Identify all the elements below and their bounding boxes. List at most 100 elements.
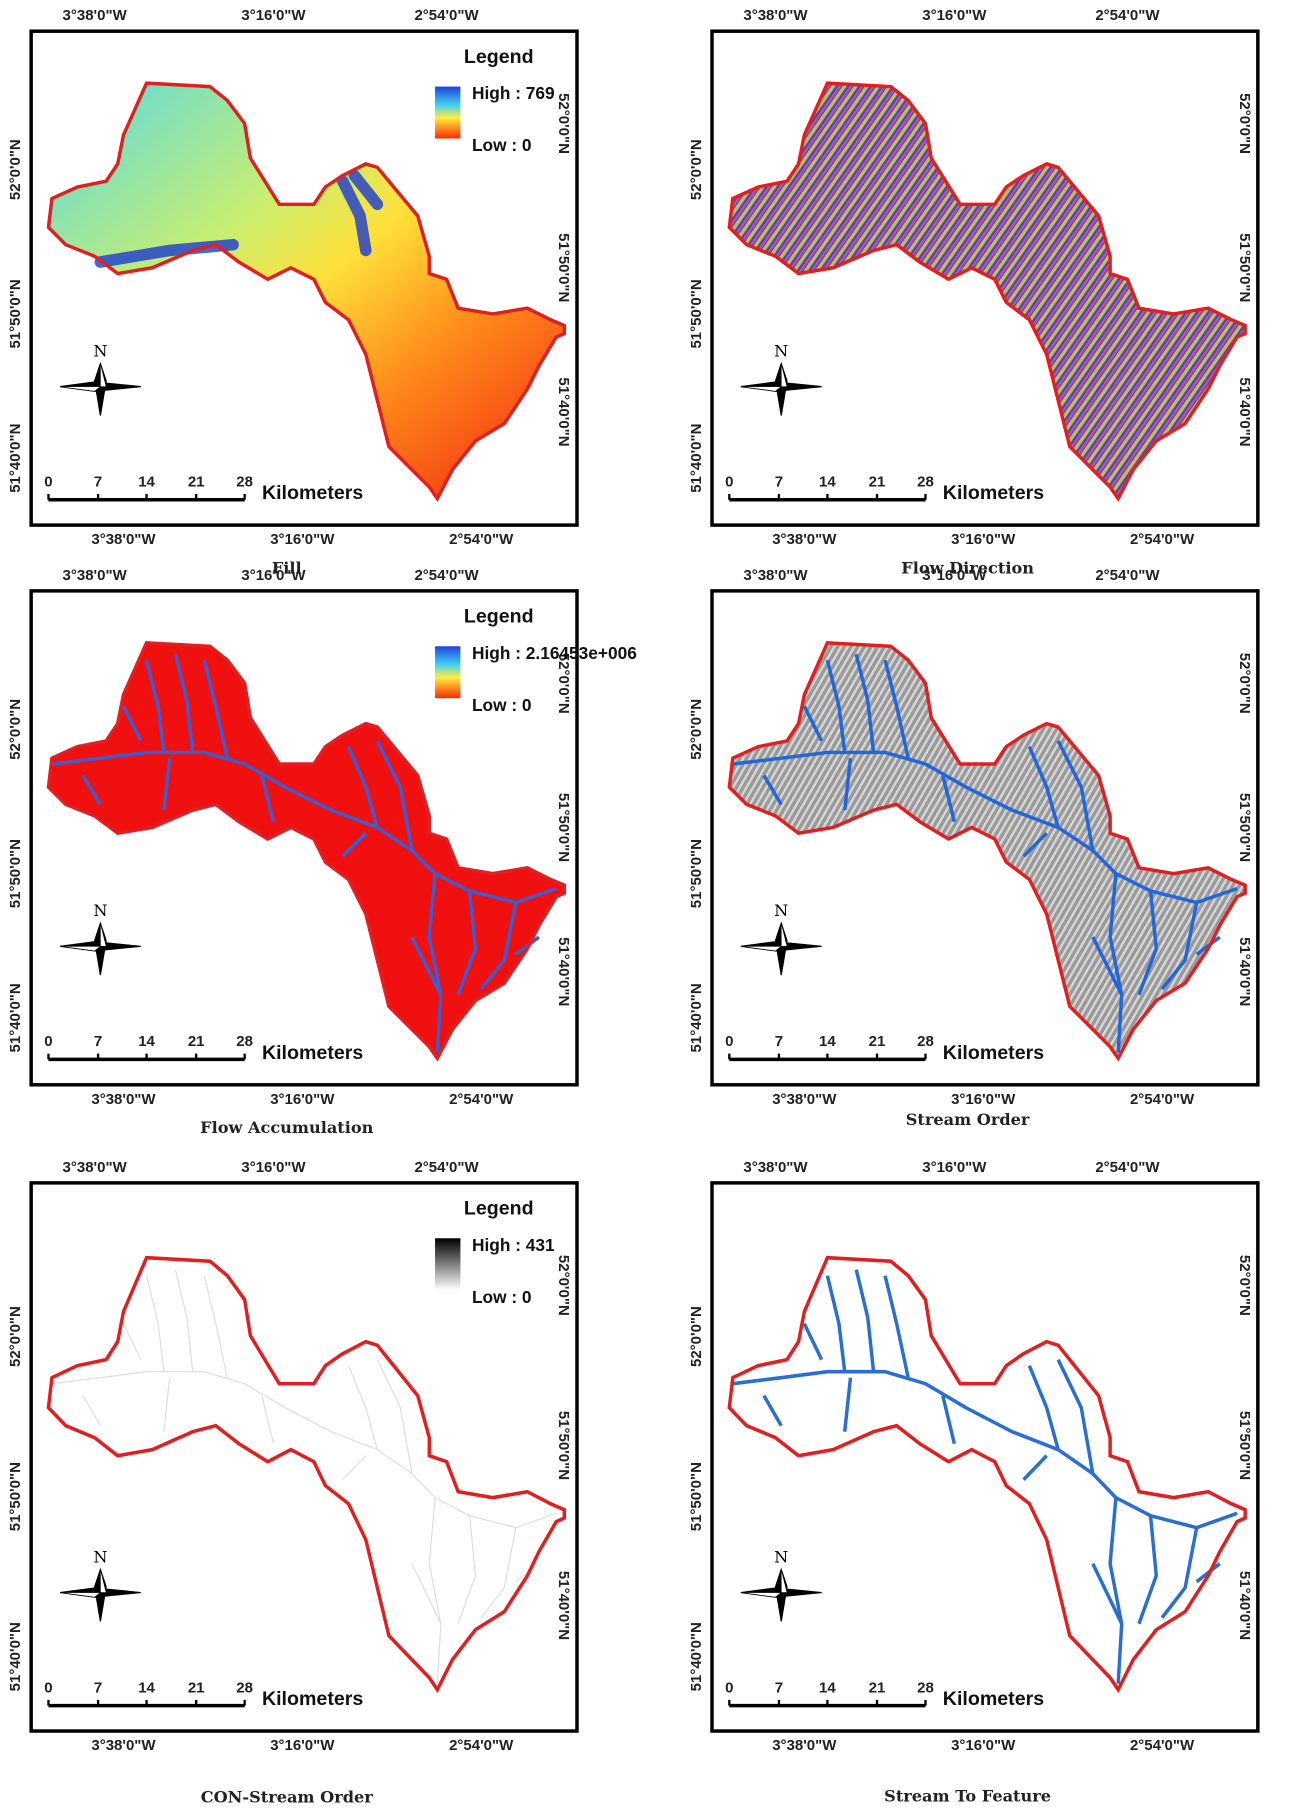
legend-high: High : 431	[472, 1235, 555, 1255]
legend-title: Legend	[464, 1198, 534, 1220]
latitude-label: 52°0'0"N	[688, 1306, 705, 1367]
legend-ramp	[435, 86, 461, 139]
stream	[480, 1527, 517, 1619]
map-panel: 3°38'0"W 3°16'0"W 2°54'0"W 3°38'0"W 3°16'0"W…	[7, 7, 579, 548]
scale-unit: Kilometers	[262, 482, 363, 504]
longitude-label: 3°16'0"W	[270, 531, 335, 548]
scale-label: 7	[775, 1679, 783, 1696]
map-panel: 3°38'0"W 3°16'0"W 2°54'0"W 3°38'0"W 3°16'0"W…	[688, 1159, 1260, 1754]
stream	[479, 902, 518, 991]
scale-label: 14	[819, 473, 836, 490]
latitude-label: 51°40'0"N	[688, 424, 705, 493]
stream	[411, 1563, 442, 1624]
high-elevation	[336, 175, 372, 257]
longitude-label: 3°16'0"W	[922, 1159, 987, 1176]
watershed	[46, 81, 567, 502]
longitude-label: 3°38'0"W	[743, 7, 808, 24]
stream	[1137, 1515, 1159, 1625]
scale-label: 0	[44, 1033, 52, 1050]
stream	[203, 1275, 228, 1378]
scale-unit: Kilometers	[262, 1042, 363, 1064]
longitude-label: 3°38'0"W	[63, 7, 128, 24]
stream	[1027, 1364, 1060, 1451]
scale-label: 0	[725, 1033, 733, 1050]
north-label: N	[774, 901, 788, 920]
latitude-label: 52°0'0"N	[1236, 1255, 1253, 1316]
longitude-label: 2°54'0"W	[449, 1091, 514, 1108]
stream	[1027, 745, 1060, 828]
north-arrow-light	[740, 923, 788, 952]
longitude-label: 2°54'0"W	[449, 531, 514, 548]
stream	[376, 1359, 413, 1474]
scale-label: 7	[94, 473, 102, 490]
stream	[1056, 1358, 1095, 1475]
scale-label: 7	[775, 473, 783, 490]
latitude-label: 51°50'0"N	[555, 233, 572, 302]
stream	[941, 1395, 957, 1445]
legend-ramp	[435, 1238, 461, 1291]
latitude-label: 51°50'0"N	[7, 839, 24, 908]
longitude-label: 3°38'0"W	[743, 1159, 808, 1176]
stream	[802, 1322, 824, 1361]
latitude-label: 51°50'0"N	[688, 279, 705, 348]
map-frame	[29, 589, 579, 1087]
latitude-label: 52°0'0"N	[7, 139, 24, 200]
stream	[883, 1275, 910, 1379]
longitude-label: 3°38'0"W	[63, 1159, 128, 1176]
latitude-label: 51°40'0"N	[555, 1571, 572, 1640]
stream	[261, 1395, 275, 1444]
longitude-label: 2°54'0"W	[414, 1159, 479, 1176]
map-panel: 3°38'0"W 3°16'0"W 2°54'0"W 3°38'0"W 3°16'0"W…	[7, 1159, 579, 1754]
north-arrow-light	[740, 1569, 788, 1598]
north-label: N	[93, 1547, 107, 1566]
watershed-area	[48, 1257, 565, 1690]
longitude-label: 2°54'0"W	[1130, 531, 1195, 548]
north-arrow-light	[59, 363, 107, 392]
map-frame	[710, 29, 1260, 527]
watershed	[46, 1255, 567, 1694]
latitude-label: 52°0'0"N	[555, 93, 572, 154]
latitude-label: 51°50'0"N	[1236, 233, 1253, 302]
scale-label: 28	[236, 473, 253, 490]
scale-label: 21	[869, 1679, 886, 1696]
scale-unit: Kilometers	[943, 482, 1044, 504]
scale-label: 21	[869, 473, 886, 490]
scale-unit: Kilometers	[943, 1688, 1044, 1710]
longitude-label: 3°38'0"W	[91, 1737, 156, 1754]
stream	[173, 653, 195, 753]
legend-ramp	[435, 646, 461, 699]
scale-label: 7	[775, 1033, 783, 1050]
stream	[1022, 1454, 1048, 1481]
scale-label: 28	[917, 1679, 934, 1696]
scale-label: 0	[725, 473, 733, 490]
latitude-label: 51°50'0"N	[7, 279, 24, 348]
longitude-label: 3°16'0"W	[241, 7, 306, 24]
watershed-boundary	[46, 81, 567, 502]
stream	[456, 890, 478, 996]
watershed-boundary	[727, 81, 1247, 502]
longitude-label: 3°38'0"W	[772, 1091, 837, 1108]
legend-low: Low : 0	[472, 1287, 532, 1307]
scale-label: 21	[869, 1033, 886, 1050]
stream	[1108, 1497, 1124, 1684]
legend-low: Low : 0	[472, 135, 532, 155]
map-panel: 3°38'0"W 3°16'0"W 2°54'0"W 3°38'0"W 3°16'0"W…	[7, 567, 637, 1108]
stream	[162, 758, 172, 811]
map-frame	[29, 29, 579, 527]
stream	[163, 1377, 171, 1432]
stream	[1108, 873, 1124, 1053]
stream	[122, 1323, 142, 1360]
scale-label: 0	[725, 1679, 733, 1696]
stream	[121, 705, 143, 742]
stream	[341, 831, 368, 858]
latitude-label: 51°40'0"N	[7, 424, 24, 493]
scale-label: 0	[44, 473, 52, 490]
latitude-label: 51°40'0"N	[7, 983, 24, 1052]
latitude-label: 52°0'0"N	[555, 1255, 572, 1316]
watershed	[46, 641, 567, 1062]
stream	[1160, 1527, 1199, 1619]
legend-title: Legend	[464, 606, 534, 628]
map-panel: 3°38'0"W 3°16'0"W 2°54'0"W 3°38'0"W 3°16'0"W…	[688, 7, 1260, 548]
stream	[762, 774, 783, 806]
longitude-label: 3°16'0"W	[241, 1159, 306, 1176]
